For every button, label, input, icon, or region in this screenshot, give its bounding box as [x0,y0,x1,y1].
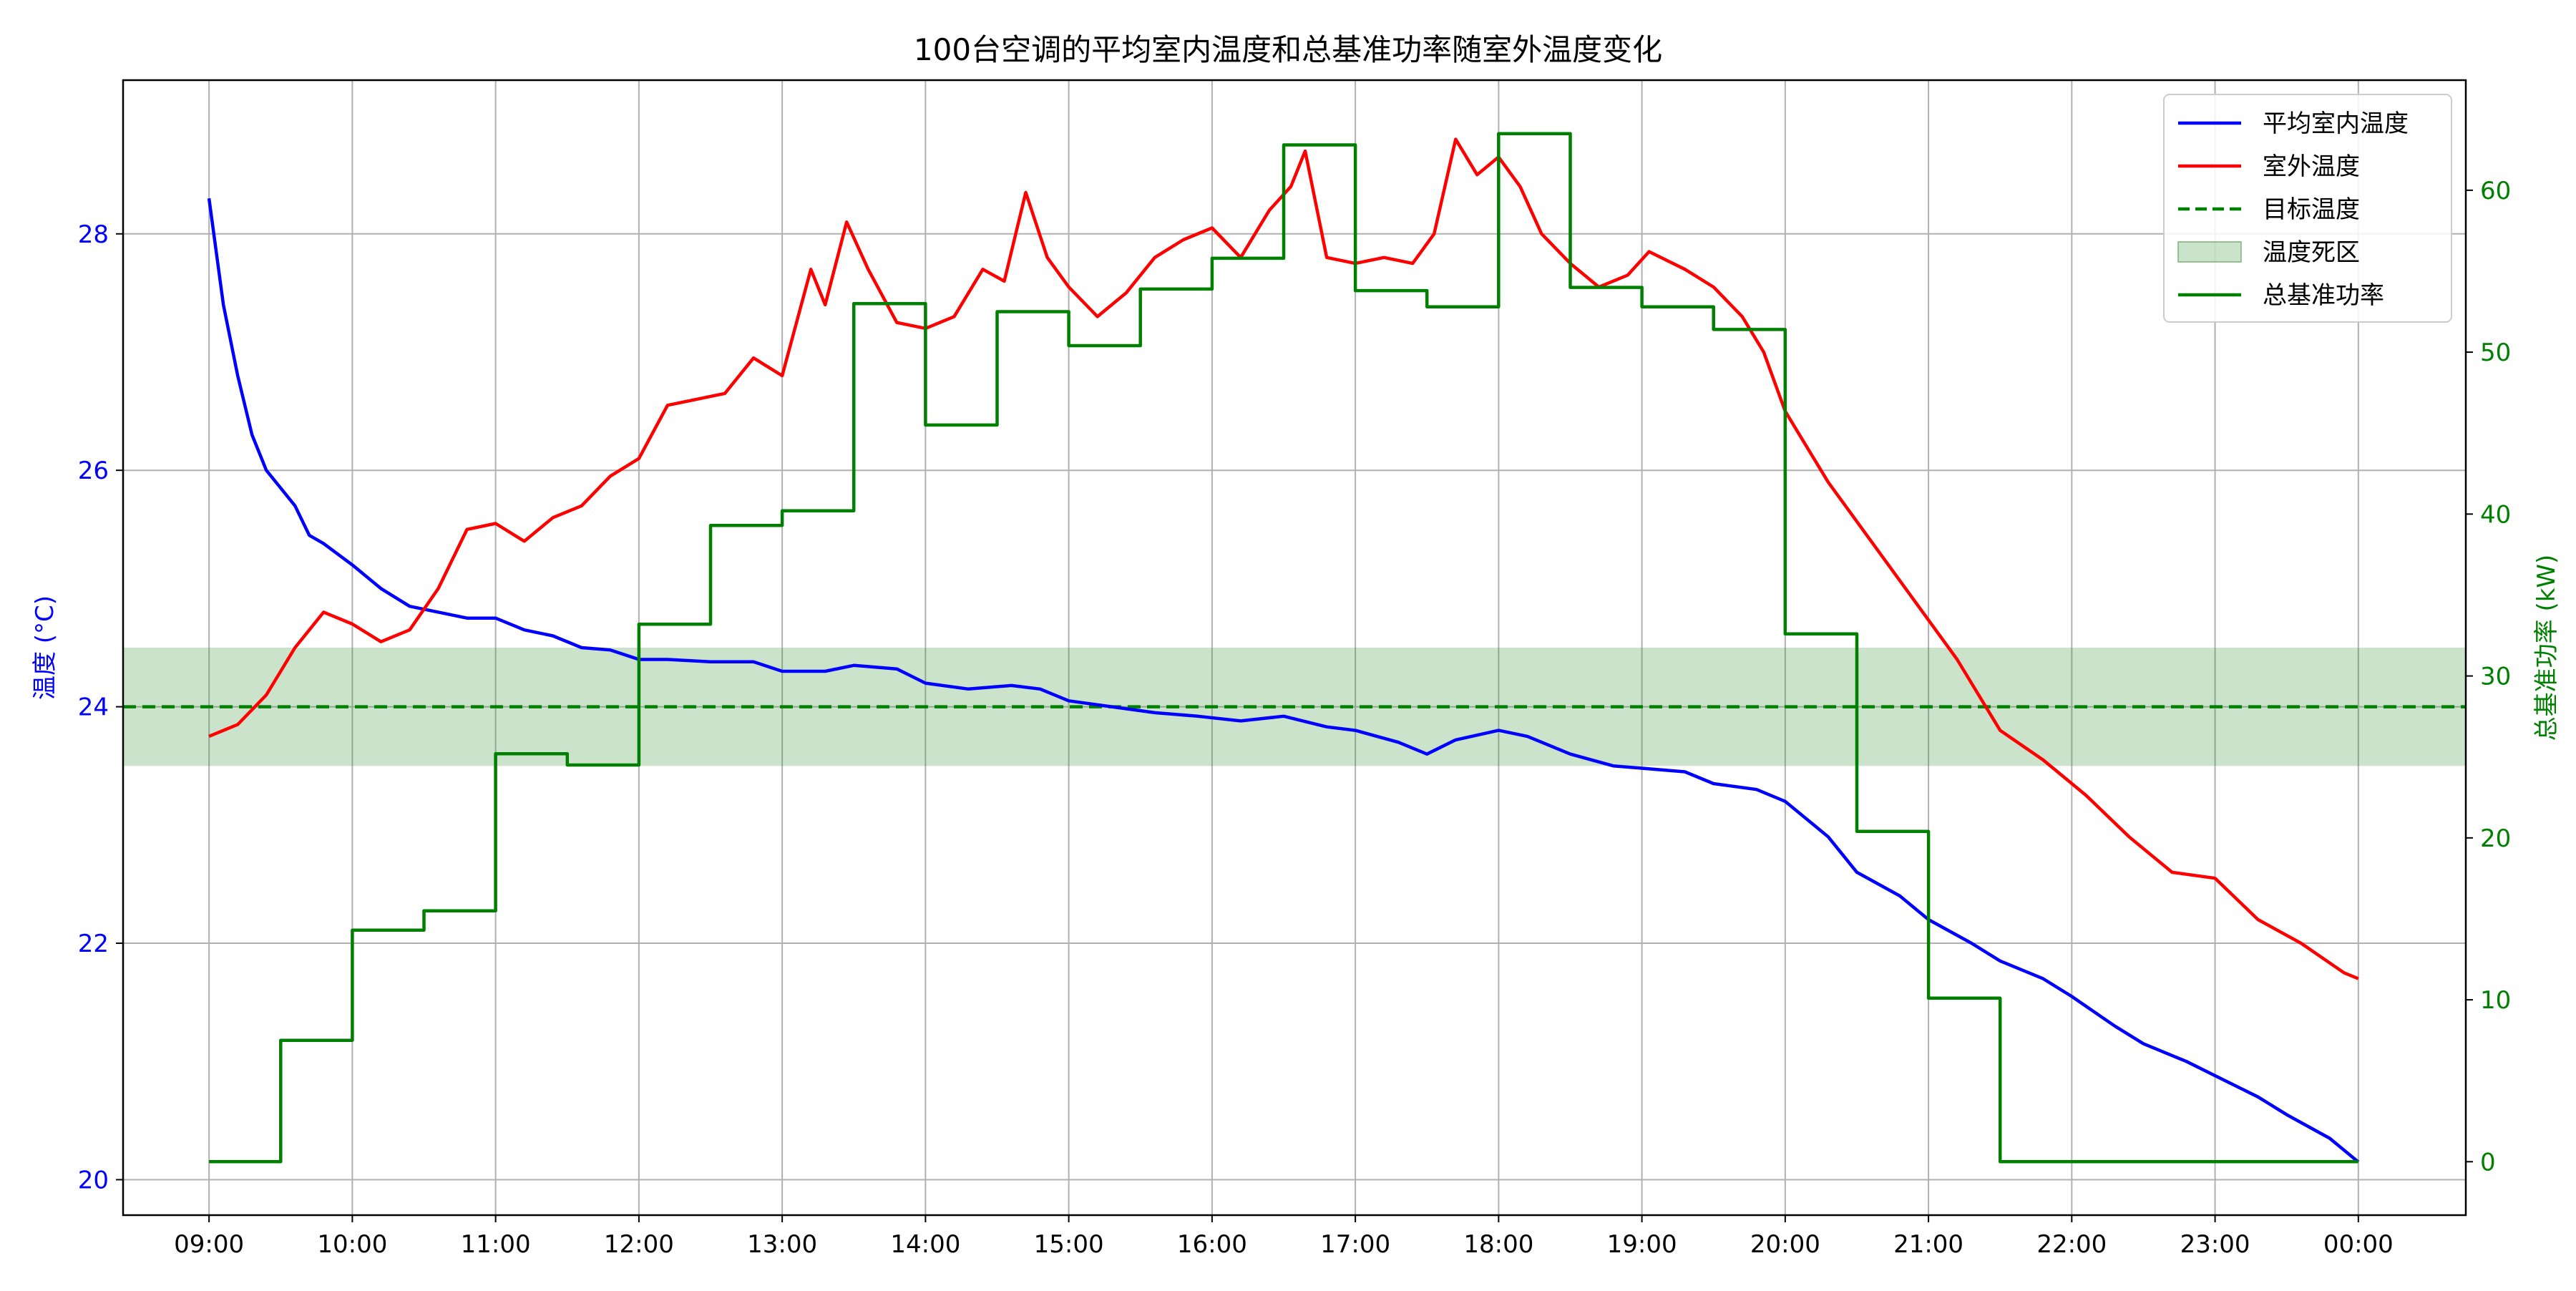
x-tick-label: 09:00 [174,1230,244,1259]
series-line-power [209,132,2358,1164]
y-right-axis-label: 总基准功率 (kW) [2532,555,2561,741]
y-left-tick-label: 28 [78,220,109,249]
x-tick-label: 15:00 [1034,1230,1104,1259]
x-tick-label: 00:00 [2323,1230,2394,1259]
y-right-tick-label: 0 [2480,1148,2496,1176]
legend-swatch-deadband [2177,241,2242,263]
y-right-tick-label: 40 [2480,500,2511,529]
x-tick-label: 16:00 [1177,1230,1247,1259]
y-left-axis-label: 温度 (°C) [31,595,59,700]
x-tick-label: 10:00 [317,1230,387,1259]
x-tick-label: 20:00 [1750,1230,1820,1259]
legend-label-outdoor: 室外温度 [2263,152,2360,181]
legend-label-indoor: 平均室内温度 [2263,109,2409,138]
y-right-tick-label: 30 [2480,663,2511,691]
x-tick-label: 22:00 [2036,1230,2107,1259]
legend-box [2163,94,2452,323]
x-tick-label: 19:00 [1607,1230,1677,1259]
x-tick-label: 21:00 [1893,1230,1963,1259]
x-tick-label: 23:00 [2180,1230,2250,1259]
y-left-tick-label: 24 [78,693,109,722]
legend-label-deadband: 温度死区 [2263,238,2360,267]
legend-label-target: 目标温度 [2263,195,2360,224]
y-right-tick-label: 20 [2480,824,2511,853]
x-tick-label: 17:00 [1320,1230,1390,1259]
y-left-tick-label: 26 [78,457,109,485]
legend-label-power: 总基准功率 [2263,281,2384,310]
series-line-outdoor [208,137,2359,980]
series-line-indoor [207,198,2360,1164]
y-right-tick-label: 50 [2480,338,2511,367]
x-tick-label: 11:00 [461,1230,531,1259]
x-tick-label: 14:00 [890,1230,960,1259]
x-tick-label: 13:00 [747,1230,817,1259]
y-left-tick-label: 22 [78,930,109,958]
x-tick-label: 12:00 [604,1230,674,1259]
y-right-tick-label: 10 [2480,986,2511,1015]
chart-title: 100台空调的平均室内温度和总基准功率随室外温度变化 [914,32,1662,67]
y-right-tick-label: 60 [2480,177,2511,205]
y-left-tick-label: 20 [78,1166,109,1194]
plot-frame [122,79,2467,1217]
x-tick-label: 18:00 [1463,1230,1533,1259]
